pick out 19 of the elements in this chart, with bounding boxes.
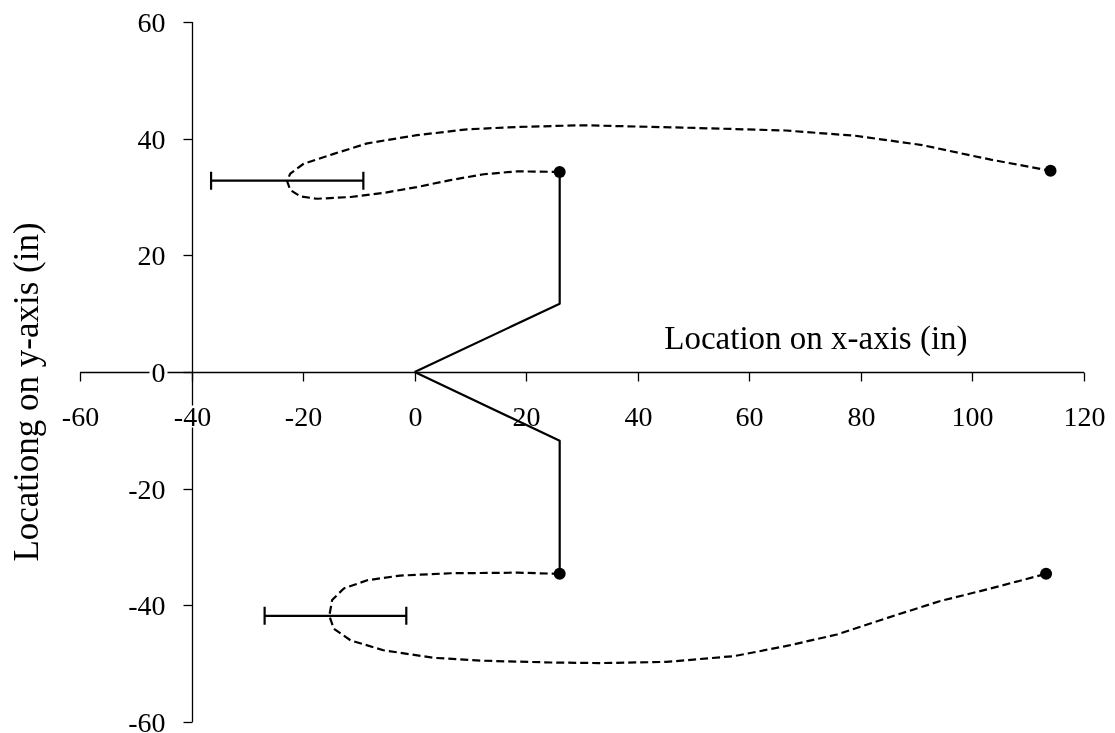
y-tick-label: -20 xyxy=(128,473,166,505)
y-tick-label: 60 xyxy=(137,6,166,38)
x-tick-label: 120 xyxy=(1063,400,1106,432)
y-tick-label: 40 xyxy=(137,123,166,155)
x-tick-label: -20 xyxy=(284,400,323,432)
y-tick-label: 20 xyxy=(137,239,166,271)
x-tick-label: 20 xyxy=(512,400,541,432)
y-tick-label: -40 xyxy=(128,589,166,621)
y-tick-label: -60 xyxy=(128,706,166,733)
x-tick-label: -60 xyxy=(61,400,100,432)
x-tick-label: -40 xyxy=(173,400,212,432)
y-axis-title: Locationg on y-axis (in) xyxy=(7,222,47,562)
y-tick-label: 0 xyxy=(151,356,166,388)
x-tick-label: 100 xyxy=(951,400,994,432)
x-axis-title: Location on x-axis (in) xyxy=(664,320,968,358)
x-tick-label: 60 xyxy=(735,400,764,432)
x-tick-label: 40 xyxy=(624,400,653,432)
x-tick-label: 0 xyxy=(408,400,423,432)
x-tick-label: 80 xyxy=(847,400,876,432)
